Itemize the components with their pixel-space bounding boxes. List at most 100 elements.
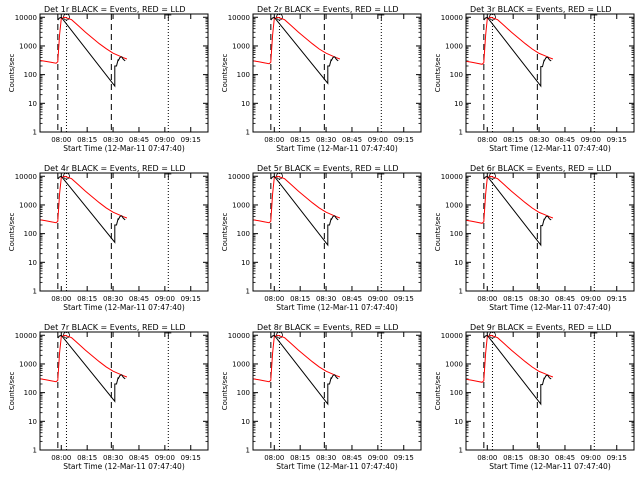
y-tick-label: 1000 xyxy=(232,42,250,50)
time-marker-circle xyxy=(489,331,496,339)
series-lld-line xyxy=(40,334,128,383)
y-tick-label: 10000 xyxy=(15,14,37,22)
x-axis-label: Start Time (12-Mar-11 07:47:40) xyxy=(63,462,185,471)
y-axis-label: Counts/sec xyxy=(8,213,16,252)
chart-panel: Det 4r BLACK = Events, RED = LLD 1 10 100 10… xyxy=(8,164,209,312)
x-axis-label: Start Time (12-Mar-11 07:47:40) xyxy=(489,462,611,471)
plot-frame xyxy=(252,172,422,292)
chart-panel: Det 3r BLACK = Events, RED = LLD 1 10 100 10… xyxy=(434,5,635,153)
chart-title: Det 7r BLACK = Events, RED = LLD xyxy=(44,323,186,332)
series-events-line xyxy=(270,334,339,406)
x-tick-label: 08:15 xyxy=(503,136,523,144)
y-axis-label: Counts/sec xyxy=(434,213,442,252)
x-tick-label: 08:00 xyxy=(51,136,71,144)
series-events-line xyxy=(270,175,339,247)
series-lld-line xyxy=(466,175,554,224)
y-tick-label: 1 xyxy=(33,288,37,296)
y-tick-label: 100 xyxy=(237,71,250,79)
x-tick-label: 09:00 xyxy=(368,454,388,462)
x-tick-label: 09:15 xyxy=(394,136,414,144)
x-tick-label: 09:15 xyxy=(394,454,414,462)
y-tick-label: 10000 xyxy=(15,173,37,181)
x-tick-label: 08:30 xyxy=(103,454,123,462)
y-tick-label: 10000 xyxy=(228,173,250,181)
x-tick-label: 08:30 xyxy=(529,136,549,144)
time-marker-circle xyxy=(276,13,283,21)
plot-frame xyxy=(39,13,209,133)
plot-frame xyxy=(465,331,635,451)
x-tick-label: 09:00 xyxy=(368,295,388,303)
y-tick-label: 10000 xyxy=(228,14,250,22)
series-lld-line xyxy=(253,334,341,383)
x-tick-label: 08:30 xyxy=(529,454,549,462)
x-tick-label: 08:45 xyxy=(342,454,362,462)
x-tick-label: 09:00 xyxy=(155,454,175,462)
x-tick-label: 09:00 xyxy=(581,136,601,144)
x-tick-label: 08:45 xyxy=(129,295,149,303)
y-axis-label: Counts/sec xyxy=(221,372,229,411)
time-marker-circle xyxy=(63,13,70,21)
y-tick-label: 100 xyxy=(450,71,463,79)
x-tick-label: 09:00 xyxy=(155,136,175,144)
y-tick-label: 1 xyxy=(33,447,37,455)
time-marker-circle xyxy=(276,172,283,180)
chart-title: Det 5r BLACK = Events, RED = LLD xyxy=(257,164,399,173)
y-tick-label: 1 xyxy=(246,447,250,455)
time-marker-circle xyxy=(276,331,283,339)
series-lld-line xyxy=(253,175,341,224)
y-tick-label: 10000 xyxy=(441,14,463,22)
time-marker-bracket xyxy=(378,173,385,179)
y-tick-label: 1 xyxy=(246,288,250,296)
time-marker-bracket xyxy=(378,14,385,20)
x-tick-label: 08:15 xyxy=(77,136,97,144)
y-tick-label: 1000 xyxy=(232,201,250,209)
y-tick-label: 10000 xyxy=(228,332,250,340)
y-tick-label: 10 xyxy=(28,259,37,267)
x-tick-label: 08:15 xyxy=(290,295,310,303)
y-tick-label: 1 xyxy=(246,129,250,137)
y-tick-label: 1000 xyxy=(445,42,463,50)
y-tick-label: 10 xyxy=(241,418,250,426)
series-events-line xyxy=(483,175,552,247)
y-axis-label: Counts/sec xyxy=(221,213,229,252)
chart-title: Det 4r BLACK = Events, RED = LLD xyxy=(44,164,186,173)
y-tick-label: 100 xyxy=(237,389,250,397)
y-axis-label: Counts/sec xyxy=(434,372,442,411)
x-axis-label: Start Time (12-Mar-11 07:47:40) xyxy=(489,144,611,153)
x-axis-label: Start Time (12-Mar-11 07:47:40) xyxy=(276,303,398,312)
x-tick-label: 08:45 xyxy=(129,136,149,144)
x-tick-label: 09:00 xyxy=(581,295,601,303)
x-tick-label: 09:15 xyxy=(394,295,414,303)
plot-frame xyxy=(252,331,422,451)
x-tick-label: 09:15 xyxy=(181,136,201,144)
y-tick-label: 10 xyxy=(28,100,37,108)
y-tick-label: 10 xyxy=(28,418,37,426)
y-tick-label: 100 xyxy=(450,230,463,238)
chart-panel: Det 1r BLACK = Events, RED = LLD 1 10 100 10… xyxy=(8,5,209,153)
x-tick-label: 08:45 xyxy=(342,136,362,144)
x-axis-label: Start Time (12-Mar-11 07:47:40) xyxy=(63,144,185,153)
plot-frame xyxy=(465,172,635,292)
x-tick-label: 09:00 xyxy=(368,136,388,144)
time-marker-bracket xyxy=(591,173,598,179)
x-tick-label: 09:00 xyxy=(155,295,175,303)
x-tick-label: 08:00 xyxy=(477,295,497,303)
y-tick-label: 10 xyxy=(454,418,463,426)
y-axis-label: Counts/sec xyxy=(434,54,442,93)
x-tick-label: 08:00 xyxy=(264,295,284,303)
y-axis-label: Counts/sec xyxy=(221,54,229,93)
x-tick-label: 08:30 xyxy=(103,136,123,144)
series-lld-line xyxy=(466,334,554,383)
x-tick-label: 08:45 xyxy=(129,454,149,462)
chart-panel: Det 8r BLACK = Events, RED = LLD 1 10 100 10… xyxy=(221,323,422,471)
x-tick-label: 08:00 xyxy=(264,454,284,462)
plot-frame xyxy=(39,331,209,451)
x-axis-label: Start Time (12-Mar-11 07:47:40) xyxy=(63,303,185,312)
chart-panel: Det 6r BLACK = Events, RED = LLD 1 10 100 10… xyxy=(434,164,635,312)
time-marker-circle xyxy=(63,172,70,180)
x-tick-label: 08:15 xyxy=(77,454,97,462)
x-tick-label: 08:00 xyxy=(51,454,71,462)
chart-panel: Det 5r BLACK = Events, RED = LLD 1 10 100 10… xyxy=(221,164,422,312)
y-tick-label: 10 xyxy=(241,259,250,267)
